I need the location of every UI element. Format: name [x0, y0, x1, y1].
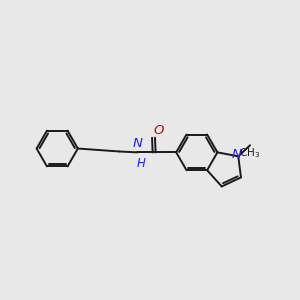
Text: H: H: [137, 157, 146, 170]
Text: O: O: [153, 124, 164, 137]
Text: CH$_3$: CH$_3$: [239, 146, 261, 160]
Text: N: N: [133, 137, 142, 150]
Text: N: N: [232, 148, 242, 161]
